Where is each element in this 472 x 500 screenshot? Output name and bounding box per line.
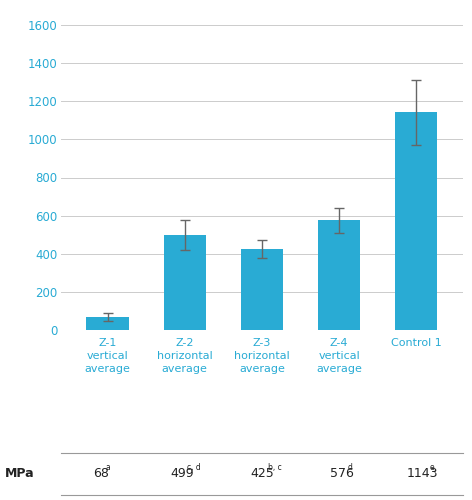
Text: b, c: b, c	[268, 463, 281, 472]
Text: Z-3
horizontal
average: Z-3 horizontal average	[234, 338, 290, 374]
Text: 425: 425	[250, 467, 274, 480]
Text: Z-4
vertical
average: Z-4 vertical average	[316, 338, 362, 374]
Text: d: d	[348, 463, 353, 472]
Text: Z-2
horizontal
average: Z-2 horizontal average	[157, 338, 213, 374]
Text: 1143: 1143	[407, 467, 438, 480]
Text: a: a	[106, 463, 110, 472]
Bar	[241, 249, 283, 330]
Text: e: e	[430, 463, 434, 472]
Text: MPa: MPa	[5, 467, 34, 480]
Bar	[395, 112, 438, 330]
Bar	[318, 220, 360, 330]
Text: 68: 68	[93, 467, 110, 480]
Text: Z-1
vertical
average: Z-1 vertical average	[84, 338, 131, 374]
Text: Control 1: Control 1	[391, 338, 442, 348]
Bar	[86, 317, 129, 330]
Bar	[164, 235, 206, 330]
Text: 499: 499	[170, 467, 194, 480]
Text: c, d: c, d	[187, 463, 201, 472]
Text: 576: 576	[330, 467, 354, 480]
